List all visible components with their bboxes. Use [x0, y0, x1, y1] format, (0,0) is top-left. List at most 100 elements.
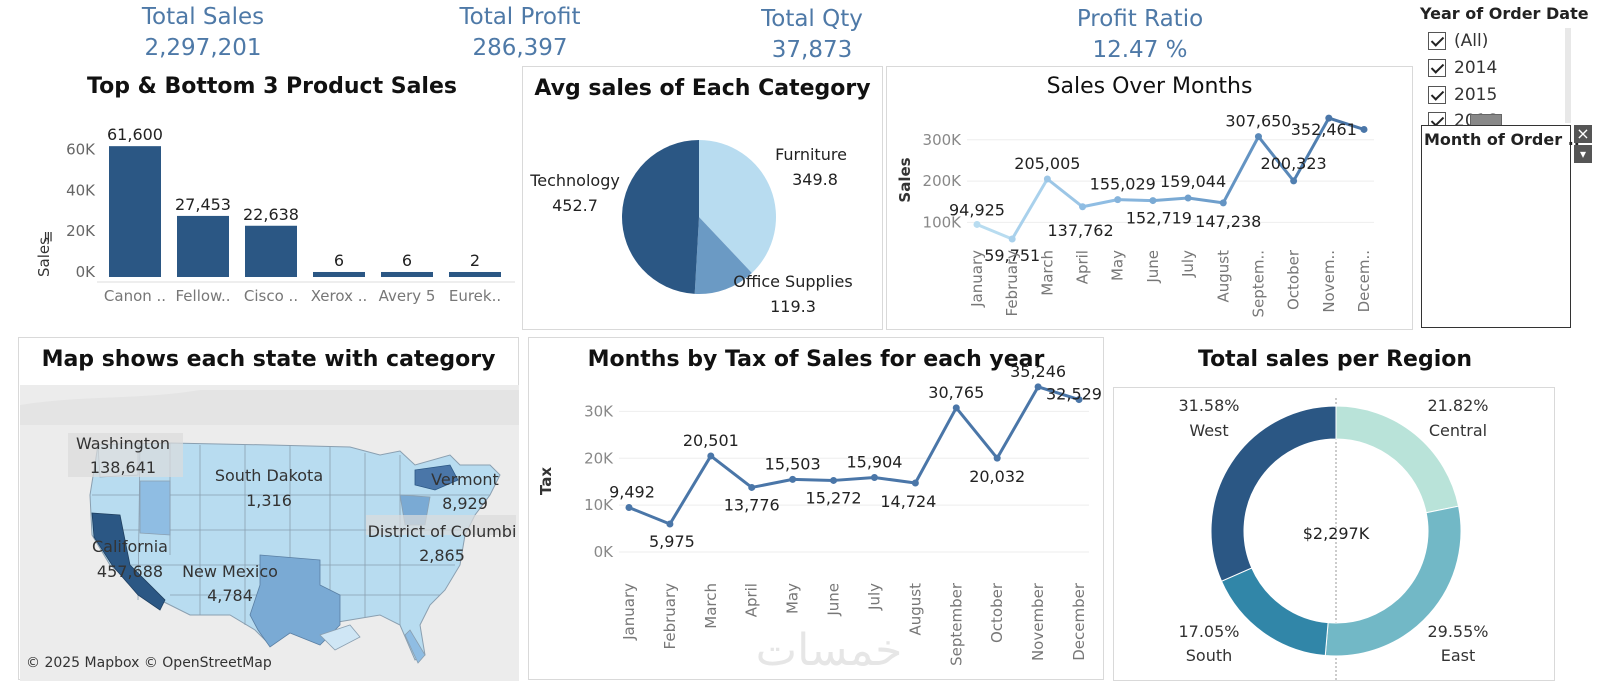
- donut-slice: [1210, 405, 1337, 582]
- point-value-label: 59,751: [984, 246, 1040, 265]
- kpi-sales-value: 2,297,201: [144, 35, 262, 61]
- kpi-sales-title: Total Sales: [141, 4, 265, 30]
- map-value-dc: 2,865: [419, 546, 465, 565]
- x-tick-label: Novem..: [1320, 250, 1338, 313]
- line-segment: [1046, 177, 1084, 208]
- x-tick-label: Canon ..: [104, 287, 166, 305]
- pie-label-furniture: Furniture: [775, 145, 847, 164]
- pie-value-technology: 452.7: [552, 196, 598, 215]
- line-segment: [1037, 385, 1080, 402]
- new-york-region: [414, 464, 459, 491]
- filter-scrollbar[interactable]: [1565, 28, 1571, 123]
- y-tick-label: 0K: [76, 263, 97, 281]
- filter-option-all[interactable]: (All): [1428, 31, 1488, 51]
- point-value-label: 15,503: [765, 454, 821, 473]
- y-tick-label: 300K: [923, 131, 963, 149]
- close-icon[interactable]: ×: [1574, 125, 1592, 143]
- x-tick-label: January: [620, 583, 638, 641]
- line-point: [1219, 199, 1227, 207]
- line-point: [1008, 235, 1016, 243]
- top-bottom-chart: Sales ≡ 60K 40K 20K 0K 61,600 Canon .. 27,453…: [35, 125, 515, 305]
- bar: [313, 271, 365, 277]
- map-title: Map shows each state with category: [41, 347, 496, 372]
- line-segment: [709, 454, 753, 489]
- us-map[interactable]: Washington 138,641 South Dakota 1,316 Ve…: [20, 385, 519, 685]
- x-tick-label: February: [1003, 250, 1021, 317]
- line-point: [707, 452, 715, 460]
- map-value-south-dakota: 1,316: [246, 491, 292, 510]
- line-segment: [1010, 178, 1049, 240]
- map-label-vermont: Vermont: [431, 470, 499, 489]
- watermark: خمسات: [756, 625, 903, 676]
- line-point: [1184, 194, 1192, 202]
- florida-region: [404, 629, 426, 664]
- x-tick-label: October: [988, 582, 1006, 643]
- y-tick-label: 200K: [923, 172, 963, 190]
- month-filter-title: Month of Order ..: [1424, 130, 1580, 149]
- checkbox-icon[interactable]: [1428, 112, 1446, 125]
- line-point: [973, 220, 981, 228]
- line-point: [1290, 177, 1298, 185]
- x-tick-label: June: [825, 583, 843, 617]
- sort-icon: ≡: [39, 230, 57, 243]
- line-segment: [628, 506, 671, 526]
- category-pie-chart: Furniture 349.8 Technology 452.7 Office …: [529, 140, 853, 316]
- x-tick-label: March: [1038, 250, 1056, 296]
- x-tick-label: February: [661, 583, 679, 650]
- x-tick-label: June: [1144, 250, 1162, 284]
- point-value-label: 155,029: [1090, 175, 1156, 194]
- map-value-vermont: 8,929: [442, 494, 488, 513]
- pie-slice: [694, 217, 752, 294]
- pie-label-technology: Technology: [529, 171, 620, 190]
- region-pct-west: 31.58%: [1178, 396, 1239, 415]
- tax-chart: Tax 30K 20K 10K 0K 9,492 5,975 20,501 13,776 15…: [537, 362, 1102, 676]
- checkbox-icon[interactable]: [1428, 32, 1446, 50]
- year-filter-title: Year of Order Date: [1420, 4, 1589, 23]
- filter-option-2015[interactable]: 2015: [1428, 85, 1497, 105]
- x-tick-label: December: [1070, 582, 1088, 661]
- x-tick-label: May: [1109, 250, 1127, 281]
- line-segment: [1117, 198, 1153, 203]
- x-tick-label: October: [1285, 249, 1303, 310]
- kpi-qty-value: 37,873: [771, 37, 853, 63]
- filter-option-2014[interactable]: 2014: [1428, 58, 1497, 78]
- point-value-label: 159,044: [1160, 172, 1226, 191]
- pie-label-office: Office Supplies: [733, 272, 852, 291]
- line-segment: [1152, 196, 1189, 203]
- line-point: [1325, 114, 1333, 122]
- bar: [109, 146, 161, 277]
- sales-months-panel: Sales Over Months Sales 300K 200K 100K 94,…: [886, 66, 1413, 330]
- x-tick-label: Cisco ..: [244, 287, 298, 305]
- month-filter-popup[interactable]: Month of Order ..: [1421, 125, 1580, 328]
- category-pie-panel: Avg sales of Each Category Furniture 349…: [522, 66, 883, 330]
- sales-months-ylabel: Sales: [896, 157, 914, 202]
- region-donut-chart: $2,297K 31.58% West 21.82% Central 29.55…: [1178, 396, 1489, 681]
- region-name-west: West: [1189, 421, 1228, 440]
- point-value-label: 200,323: [1261, 154, 1327, 173]
- map-label-dc: District of Columbi: [368, 522, 517, 541]
- x-tick-label: Fellow..: [176, 287, 231, 305]
- line-segment: [995, 386, 1040, 459]
- line-segment: [1292, 117, 1331, 182]
- checkbox-icon[interactable]: [1428, 86, 1446, 104]
- us-states-fill: [89, 442, 501, 661]
- california-region: [91, 512, 166, 611]
- point-value-label: 32,529: [1046, 385, 1102, 404]
- x-tick-label: August: [906, 583, 924, 636]
- bar: [177, 215, 229, 277]
- bar-value-label: 2: [470, 251, 480, 270]
- donut-slice: [1220, 567, 1329, 657]
- bar-value-label: 6: [334, 251, 344, 270]
- point-value-label: 5,975: [649, 532, 695, 551]
- bar: [245, 225, 297, 277]
- line-point: [1043, 175, 1051, 183]
- line-point: [1149, 197, 1157, 205]
- bar-value-label: 6: [402, 251, 412, 270]
- line-point: [993, 454, 1001, 462]
- donut-center-label: $2,297K: [1303, 524, 1370, 543]
- chevron-down-icon[interactable]: ▾: [1574, 145, 1592, 163]
- y-tick-label: 40K: [66, 181, 96, 199]
- point-value-label: 9,492: [609, 483, 655, 502]
- checkbox-icon[interactable]: [1428, 59, 1446, 77]
- top-bottom-title: Top & Bottom 3 Product Sales: [87, 74, 457, 99]
